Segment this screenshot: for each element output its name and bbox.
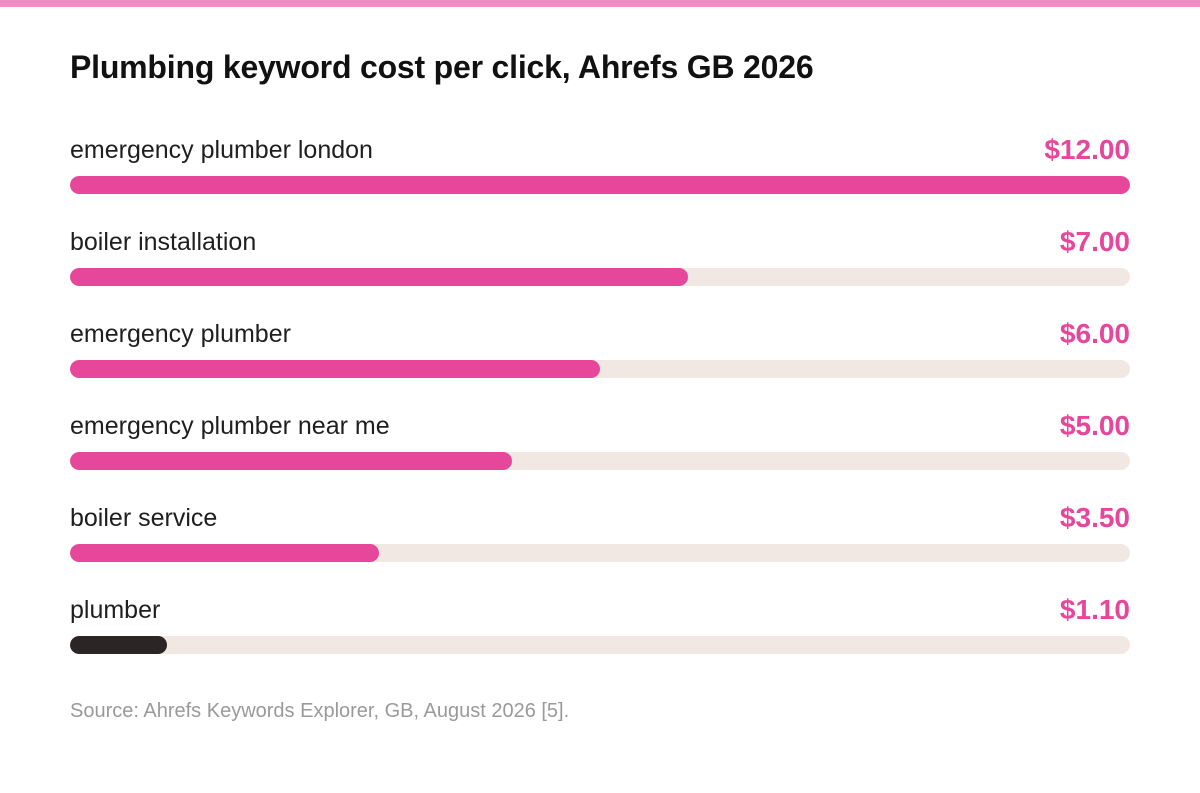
bar-label: boiler installation [70,228,257,256]
bar-value-label: $5.00 [1059,410,1130,441]
chart-title: Plumbing keyword cost per click, Ahrefs … [70,49,814,85]
bar-label: plumber [70,596,161,624]
bar-row: boiler service $3.50 [70,500,1130,562]
bar-fill [70,544,379,562]
source-note: Source: Ahrefs Keywords Explorer, GB, Au… [70,700,570,722]
bar-value-label: $3.50 [1059,502,1130,533]
top-accent-strip [0,0,1200,7]
bar-row: emergency plumber $6.00 [70,316,1130,378]
bar-track [70,360,1130,378]
bar-fill [70,268,688,286]
bar-fill [70,176,1130,194]
bar-value-label: $6.00 [1059,318,1130,349]
bar-label: emergency plumber london [70,136,373,164]
bar-row: boiler installation $7.00 [70,224,1130,286]
bar-track [70,268,1130,286]
bar-value-label: $12.00 [1044,134,1130,165]
bar-row: emergency plumber near me $5.00 [70,408,1130,470]
bar-fill [70,360,600,378]
bar-value-label: $1.10 [1059,594,1130,625]
bar-label: boiler service [70,504,218,532]
bar-label: emergency plumber [70,320,291,348]
bar-track [70,636,1130,654]
bar-row: emergency plumber london $12.00 [70,132,1130,194]
bar-track [70,544,1130,562]
bar-row: plumber $1.10 [70,592,1130,654]
bar-value-label: $7.00 [1059,226,1130,257]
bar-track [70,176,1130,194]
bar-track [70,452,1130,470]
bar-label: emergency plumber near me [70,412,390,440]
bar-fill [70,452,512,470]
bar-fill [70,636,167,654]
